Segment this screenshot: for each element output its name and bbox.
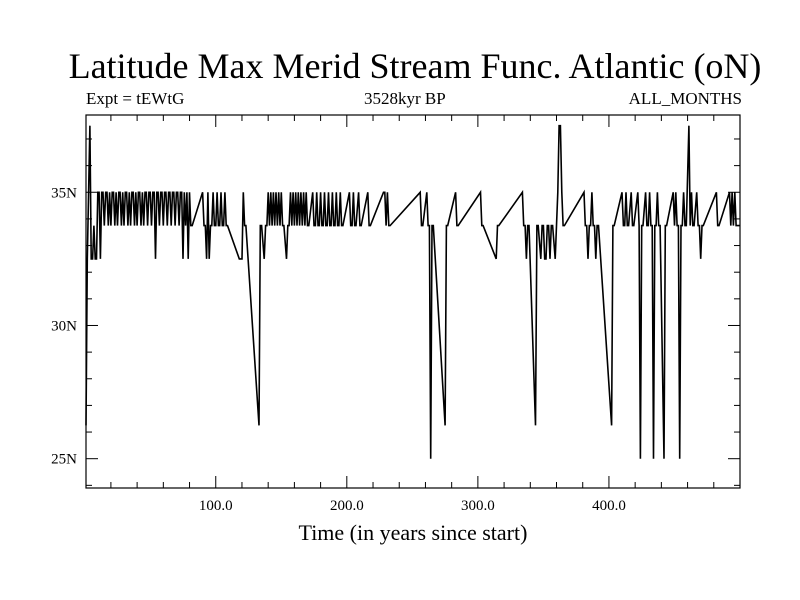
plot-frame — [85, 114, 741, 489]
x-tick-label: 100.0 — [199, 498, 233, 514]
x-axis-label: Time (in years since start) — [298, 520, 528, 545]
y-tick-label: 35N — [51, 185, 77, 201]
y-tick-label: 25N — [51, 452, 77, 468]
x-tick-label: 400.0 — [592, 498, 626, 514]
chart-title: Latitude Max Merid Stream Func. Atlantic… — [68, 46, 762, 86]
series-line — [85, 124, 740, 459]
y-tick-label: 30N — [51, 318, 77, 334]
experiment-label: Expt = tEWtG — [86, 89, 185, 108]
x-tick-label: 300.0 — [461, 498, 495, 514]
axis-tick-labels: 100.0 200.0 300.0 400.0 25N 30N 35N — [51, 185, 626, 514]
months-label: ALL_MONTHS — [628, 89, 742, 108]
period-label: 3528kyr BP — [364, 89, 446, 108]
x-tick-label: 200.0 — [330, 498, 364, 514]
